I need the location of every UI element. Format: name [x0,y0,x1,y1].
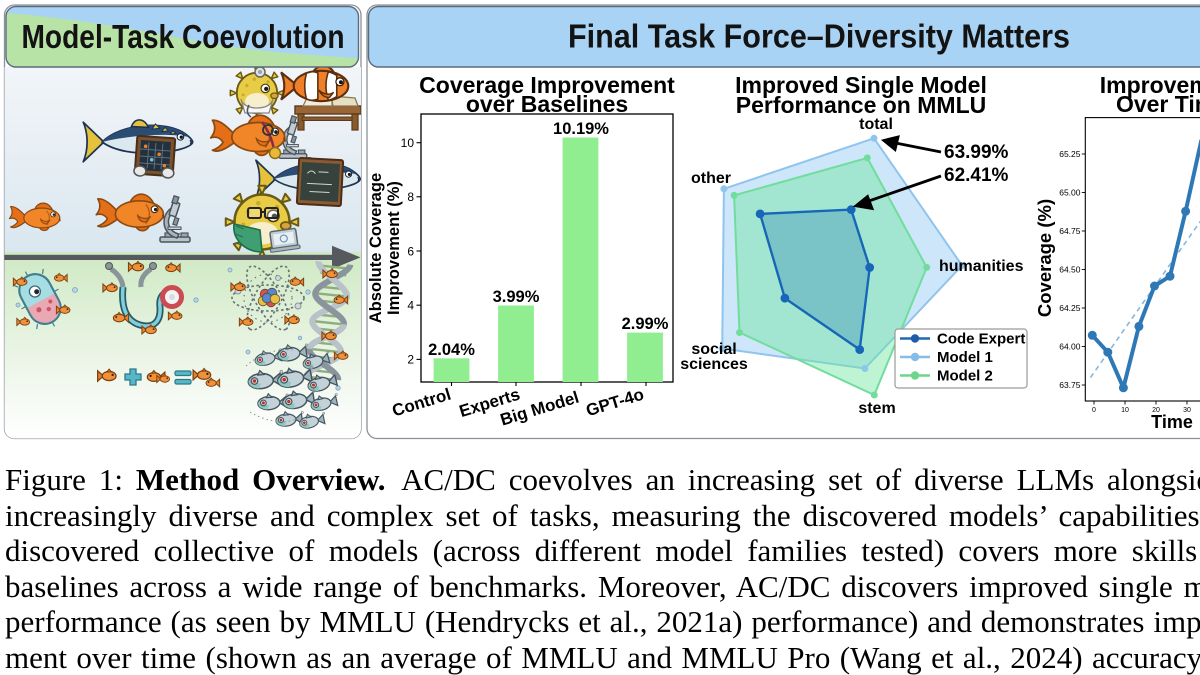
svg-text:Model-Task Coevolution: Model-Task Coevolution [22,18,345,55]
svg-text:Over Time: Over Time [1116,91,1200,117]
svg-text:30: 30 [1183,407,1191,414]
svg-text:sciences: sciences [680,356,748,373]
svg-text:20: 20 [1152,407,1160,414]
svg-text:2.99%: 2.99% [622,315,669,333]
svg-text:63.99%: 63.99% [944,142,1009,163]
svg-text:Time: Time [1151,412,1193,432]
svg-text:humanities: humanities [939,258,1024,275]
svg-text:over Baselines: over Baselines [466,91,628,117]
svg-text:64.25: 64.25 [1059,303,1081,313]
svg-text:62.41%: 62.41% [944,165,1009,186]
svg-text:63.75: 63.75 [1059,380,1081,390]
svg-text:2: 2 [407,353,414,367]
svg-text:6: 6 [407,245,414,259]
svg-text:64.00: 64.00 [1059,342,1081,352]
svg-text:10.19%: 10.19% [553,120,609,138]
svg-text:Performance on MMLU: Performance on MMLU [736,92,986,118]
svg-text:10: 10 [1121,407,1129,414]
svg-text:4: 4 [407,299,414,313]
svg-text:Coverage (%): Coverage (%) [1034,199,1055,317]
svg-text:Improved Single Model: Improved Single Model [735,72,987,98]
svg-text:Final Task Force–Diversity Mat: Final Task Force–Diversity Matters [568,18,1070,55]
svg-text:other: other [691,170,731,187]
svg-text:Improvement (%): Improvement (%) [385,181,403,315]
svg-text:64.50: 64.50 [1059,265,1081,275]
svg-text:total: total [859,116,893,133]
svg-text:64.75: 64.75 [1059,226,1081,236]
svg-text:8: 8 [407,190,414,204]
svg-text:social: social [691,341,736,358]
svg-text:Model 1: Model 1 [937,349,993,366]
svg-text:Absolute Coverage: Absolute Coverage [367,173,385,323]
svg-text:Code Expert: Code Expert [937,331,1025,348]
svg-text:0: 0 [1092,407,1096,414]
svg-text:stem: stem [858,400,895,417]
svg-text:3.99%: 3.99% [493,288,540,306]
svg-text:Improvement: Improvement [1100,72,1200,98]
svg-text:2.04%: 2.04% [428,341,475,359]
svg-text:Model 2: Model 2 [937,368,993,385]
svg-text:65.00: 65.00 [1059,188,1081,198]
svg-text:10: 10 [401,136,415,150]
svg-text:Coverage Improvement: Coverage Improvement [419,72,675,98]
svg-text:65.25: 65.25 [1059,149,1081,159]
